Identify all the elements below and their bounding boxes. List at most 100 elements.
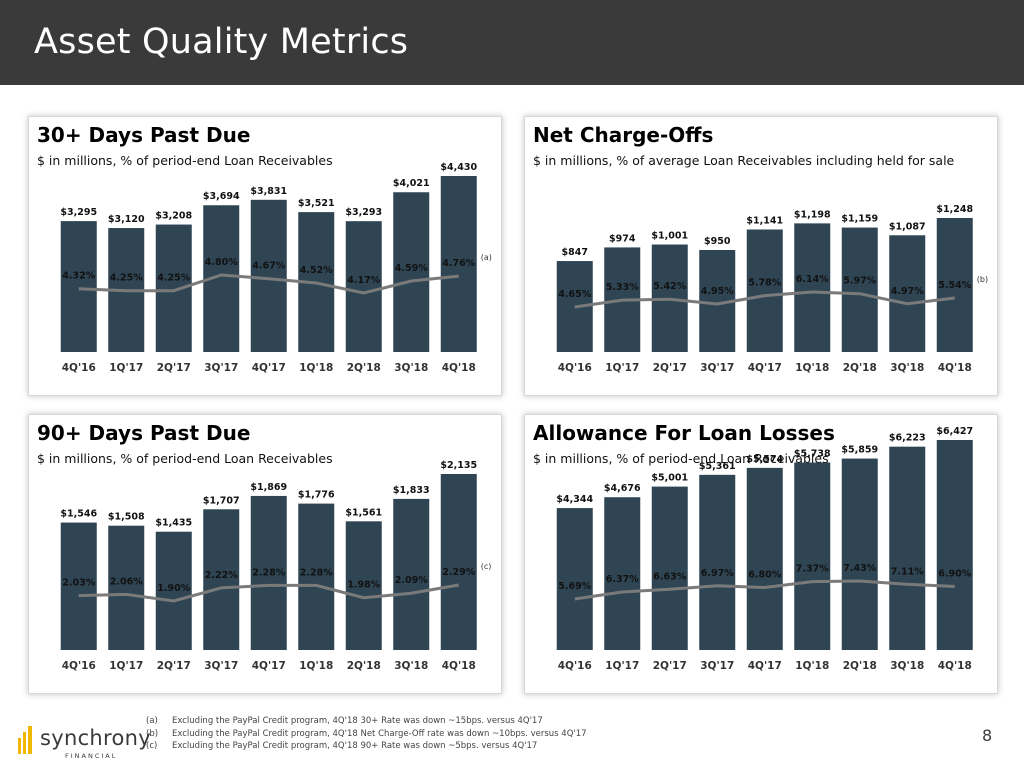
synchrony-logo: synchrony FINANCIAL bbox=[18, 726, 151, 760]
x-tick-label: 4Q'17 bbox=[748, 362, 782, 374]
chart-title: Net Charge-Offs bbox=[533, 123, 714, 147]
rate-label: 5.54% bbox=[938, 280, 971, 291]
bar-value-label: $3,208 bbox=[155, 211, 192, 222]
bar-value-label: $6,223 bbox=[889, 433, 926, 444]
bar-value-label: $1,198 bbox=[794, 209, 831, 220]
footnote: (b) Excluding the PayPal Credit program, … bbox=[146, 728, 587, 739]
x-tick-label: 2Q'17 bbox=[653, 362, 687, 374]
x-tick-label: 3Q'17 bbox=[700, 362, 734, 374]
rate-line bbox=[78, 583, 460, 603]
x-tick-label: 1Q'18 bbox=[299, 660, 333, 672]
bar bbox=[794, 223, 831, 352]
chart-title: Allowance For Loan Losses bbox=[533, 421, 835, 445]
bar-value-label: $847 bbox=[562, 247, 588, 258]
bar-value-label: $4,021 bbox=[393, 178, 430, 189]
bar-value-label: $5,361 bbox=[699, 461, 736, 472]
rate-label: 4.67% bbox=[252, 261, 285, 272]
chart-svg: $3,295 4Q'16 $3,120 1Q'17 $3,208 2Q'17 $3,694 3… bbox=[60, 162, 492, 374]
bar bbox=[936, 218, 973, 352]
bar bbox=[250, 495, 287, 650]
bar-value-label: $3,295 bbox=[60, 207, 97, 218]
chart-net-charge-offs: Net Charge-Offs $ in millions, % of aver… bbox=[524, 116, 998, 396]
bar bbox=[393, 498, 430, 650]
bar-value-label: $1,141 bbox=[746, 215, 783, 226]
bar bbox=[345, 521, 382, 650]
rate-line bbox=[78, 273, 459, 295]
bar-value-label: $3,293 bbox=[345, 207, 382, 218]
chart-subtitle: $ in millions, % of average Loan Receiva… bbox=[533, 153, 955, 168]
bar bbox=[155, 531, 192, 650]
x-tick-label: 4Q'17 bbox=[252, 660, 286, 672]
logo-bars-icon bbox=[18, 726, 32, 754]
bar bbox=[108, 525, 145, 650]
bar bbox=[841, 458, 878, 650]
x-tick-label: 4Q'16 bbox=[558, 660, 592, 672]
bar bbox=[440, 176, 477, 352]
x-tick-label: 1Q'18 bbox=[795, 660, 829, 672]
footnote-marker: (c) bbox=[481, 562, 492, 571]
bar bbox=[746, 229, 783, 352]
bar-value-label: $1,001 bbox=[651, 231, 688, 242]
x-tick-label: 3Q'18 bbox=[890, 660, 924, 672]
page-title: Asset Quality Metrics bbox=[34, 22, 409, 62]
bar bbox=[345, 221, 382, 352]
bar-value-label: $1,508 bbox=[108, 512, 145, 523]
rate-label: 4.17% bbox=[347, 275, 380, 286]
x-tick-label: 2Q'17 bbox=[157, 362, 191, 374]
x-tick-label: 3Q'17 bbox=[700, 660, 734, 672]
bar-value-label: $1,159 bbox=[841, 214, 878, 225]
rate-label: 4.65% bbox=[558, 289, 591, 300]
x-tick-label: 3Q'18 bbox=[394, 362, 428, 374]
bar-value-label: $1,833 bbox=[393, 485, 430, 496]
bar-value-label: $4,676 bbox=[604, 483, 641, 494]
footnote-marker: (a) bbox=[481, 253, 492, 262]
bar-value-label: $5,859 bbox=[841, 445, 878, 456]
x-tick-label: 4Q'18 bbox=[938, 660, 972, 672]
bar bbox=[889, 446, 926, 650]
bar-value-label: $3,831 bbox=[250, 186, 287, 197]
rate-label: 6.14% bbox=[796, 274, 829, 285]
x-tick-label: 4Q'18 bbox=[938, 362, 972, 374]
chart-allowance-for-loan-losses: Allowance For Loan Losses $ in millions,… bbox=[524, 414, 998, 694]
bar-value-label: $1,248 bbox=[936, 204, 973, 215]
x-tick-label: 2Q'18 bbox=[843, 660, 877, 672]
rate-label: 7.37% bbox=[796, 564, 829, 575]
chart-subtitle: $ in millions, % of period-end Loan Rece… bbox=[37, 451, 333, 466]
x-tick-label: 4Q'17 bbox=[748, 660, 782, 672]
bar bbox=[936, 440, 973, 650]
footnotes: (a) Excluding the PayPal Credit program, … bbox=[146, 715, 587, 753]
bar-value-label: $1,561 bbox=[345, 507, 382, 518]
rate-label: 5.69% bbox=[558, 581, 591, 592]
bar bbox=[746, 467, 783, 650]
x-tick-label: 4Q'16 bbox=[62, 660, 96, 672]
rate-label: 2.22% bbox=[205, 570, 238, 581]
x-tick-label: 3Q'18 bbox=[890, 362, 924, 374]
rate-label: 6.90% bbox=[938, 568, 971, 579]
bar-value-label: $6,427 bbox=[936, 426, 973, 437]
x-tick-label: 3Q'17 bbox=[204, 362, 238, 374]
x-tick-label: 2Q'18 bbox=[347, 660, 381, 672]
rate-label: 4.95% bbox=[701, 286, 734, 297]
bar-value-label: $3,120 bbox=[108, 214, 145, 225]
x-tick-label: 1Q'17 bbox=[109, 362, 143, 374]
bar-value-label: $5,001 bbox=[651, 473, 688, 484]
chart-subtitle: $ in millions, % of period-end Loan Rece… bbox=[37, 153, 333, 168]
bar bbox=[298, 503, 335, 650]
x-tick-label: 1Q'17 bbox=[605, 362, 639, 374]
footnote: (a) Excluding the PayPal Credit program, … bbox=[146, 716, 543, 726]
rate-label: 4.59% bbox=[395, 263, 428, 274]
bar bbox=[440, 474, 477, 650]
x-tick-label: 1Q'18 bbox=[795, 362, 829, 374]
slide-header: Asset Quality Metrics bbox=[0, 0, 1024, 85]
chart-svg: $4,344 4Q'16 $4,676 1Q'17 $5,001 2Q'17 $5,361 3… bbox=[556, 426, 973, 672]
rate-label: 5.97% bbox=[843, 276, 876, 287]
bar-value-label: $1,776 bbox=[298, 490, 335, 501]
bar-value-label: $5,574 bbox=[746, 454, 783, 465]
bar bbox=[155, 224, 192, 352]
bar bbox=[604, 497, 641, 650]
chart-90-days-past-due: 90+ Days Past Due $ in millions, % of pe… bbox=[28, 414, 502, 694]
x-tick-label: 1Q'17 bbox=[109, 660, 143, 672]
chart-svg: $1,546 4Q'16 $1,508 1Q'17 $1,435 2Q'17 $1,707 3… bbox=[60, 460, 492, 672]
rate-label: 2.29% bbox=[442, 567, 475, 578]
bar-value-label: $974 bbox=[609, 233, 636, 244]
